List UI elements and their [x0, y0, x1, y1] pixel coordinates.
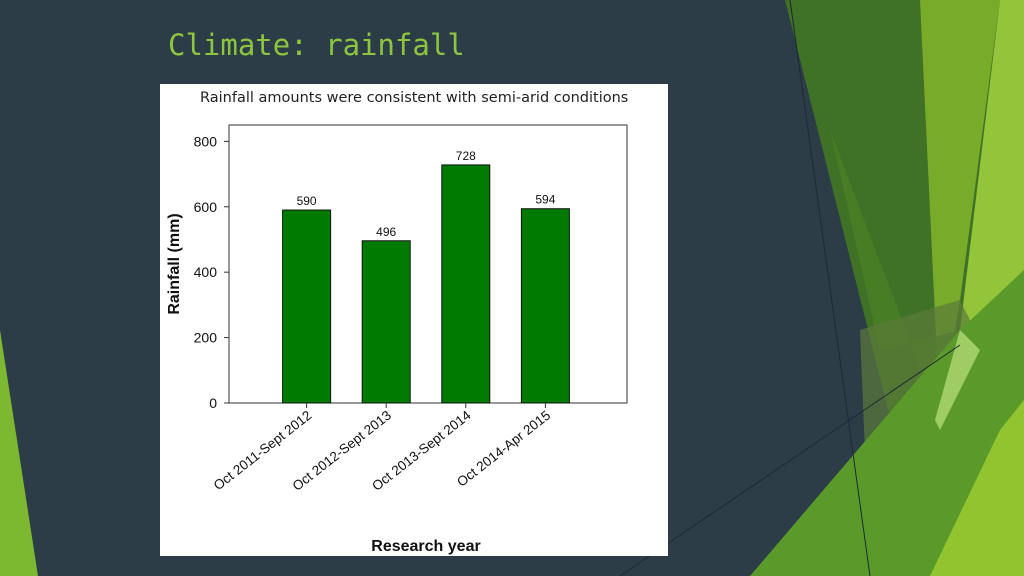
bar-value-label: 496 [376, 225, 396, 239]
decor-line [619, 344, 961, 576]
y-axis-label: Rainfall (mm) [166, 213, 183, 314]
bar [441, 164, 491, 404]
slide-title: Climate: rainfall [168, 28, 465, 62]
decor-line [789, 0, 871, 576]
y-tick-label: 600 [194, 199, 218, 215]
decor-shape [930, 400, 1024, 576]
y-tick-label: 200 [194, 330, 218, 346]
bar-value-label: 728 [456, 149, 476, 163]
x-axis-label: Research year [371, 538, 480, 555]
bar [520, 208, 570, 404]
y-tick-label: 400 [194, 264, 218, 280]
bar-value-label: 594 [535, 193, 555, 207]
bar-value-label: 590 [297, 194, 317, 208]
decor-shape [935, 330, 980, 430]
plot-frame [228, 124, 628, 404]
decor-left-triangle [0, 330, 38, 576]
bar [361, 240, 411, 404]
chart-title: Rainfall amounts were consistent with se… [200, 90, 629, 106]
y-tick-label: 800 [194, 133, 218, 149]
bar [282, 209, 332, 404]
y-tick-label: 0 [209, 395, 217, 411]
chart-panel: 0 200 400 600 800 590 Oct 2011-Sept 2012 496 Oc… [160, 84, 668, 556]
